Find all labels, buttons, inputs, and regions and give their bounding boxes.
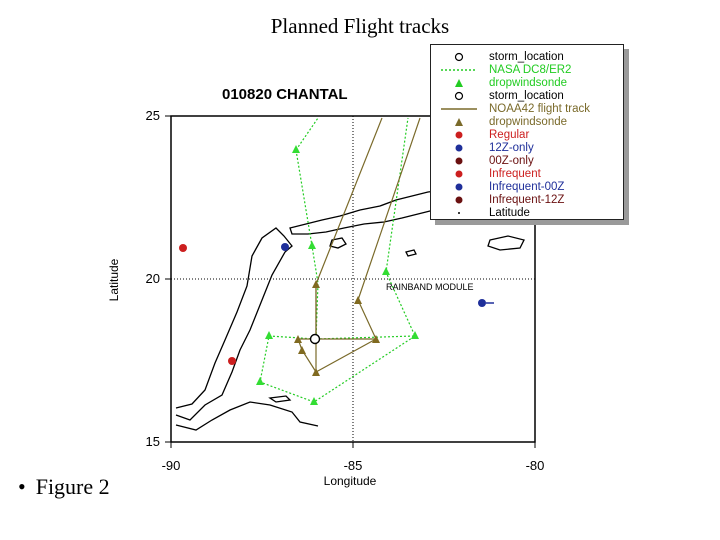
filled-circle-icon [455, 144, 463, 152]
legend-row: 00Z-only [431, 155, 623, 167]
legend-row: Regular [431, 129, 623, 141]
map-legend: storm_location NASA DC8/ER2 dropwindsond… [430, 44, 624, 220]
y-tick-label: 15 [145, 434, 160, 449]
open-circle-icon [454, 52, 464, 62]
legend-row: Infrequent-12Z [431, 194, 623, 206]
yucatan-coastline [175, 227, 293, 421]
legend-label: NOAA42 flight track [489, 103, 590, 115]
nasa-drop-triangle [308, 241, 316, 249]
station-12z-only [281, 243, 289, 251]
axis-ticks [165, 115, 536, 448]
x-axis-label: Longitude [323, 474, 377, 488]
x-tick-label: -80 [525, 458, 545, 473]
legend-row: Latitude [431, 207, 623, 219]
nasa-drop-triangle [292, 145, 300, 153]
filled-circle-icon [455, 157, 463, 165]
bay-islands-coastline [268, 395, 292, 403]
legend-label: 00Z-only [489, 155, 534, 167]
legend-row: NOAA42 flight track [431, 103, 623, 115]
y-tick-label: 25 [145, 108, 160, 123]
legend-row: dropwindsonde [431, 77, 623, 89]
legend-row: storm_location [431, 51, 623, 63]
filled-circle-icon [455, 183, 463, 191]
filled-circle-icon [455, 131, 463, 139]
triangle-icon [455, 118, 463, 126]
central-america-coastline [175, 401, 319, 431]
storm-location-marker [309, 333, 321, 345]
station-regular [179, 244, 187, 252]
filled-circle-icon [455, 170, 463, 178]
legend-row: Infrequent [431, 168, 623, 180]
stations [179, 243, 494, 365]
legend-label: dropwindsonde [489, 116, 568, 128]
nasa-drop-triangle [265, 331, 273, 339]
legend-label: Regular [489, 129, 530, 141]
y-axis-label: Latitude [107, 258, 121, 302]
rainband-module-label: RAINBAND MODULE [386, 282, 474, 292]
x-tick-label: -90 [161, 458, 181, 473]
noaa-drop-triangle [312, 280, 320, 288]
dot-icon [458, 212, 460, 214]
triangle-icon [455, 79, 463, 87]
slide-title: Planned Flight tracks [270, 14, 450, 38]
filled-circle-icon [455, 196, 463, 204]
bullet-point: • [18, 474, 26, 499]
isle-coastline [329, 237, 347, 249]
dotted-line-icon [441, 69, 477, 71]
legend-label: Latitude [489, 207, 530, 219]
station-regular [228, 357, 236, 365]
legend-row: dropwindsonde [431, 116, 623, 128]
nasa-drop-triangle [411, 331, 419, 339]
station-12z-only [478, 299, 486, 307]
reference-grid [171, 116, 535, 442]
noaa-drop-triangle [312, 368, 320, 376]
noaa-drop-triangle [354, 296, 362, 304]
legend-label: 12Z-only [489, 142, 534, 154]
nasa-dropwindsondes [256, 145, 419, 405]
nasa-drop-triangle [256, 377, 264, 385]
figure-caption: • Figure 2 [18, 474, 110, 500]
legend-label: NASA DC8/ER2 [489, 64, 572, 76]
noaa-dropwindsondes [294, 280, 380, 376]
map-title: 010820 CHANTAL [222, 86, 348, 103]
noaa-flight-track [297, 117, 421, 374]
legend-row: storm_location [431, 90, 623, 102]
legend-label: Infrequent [489, 168, 541, 180]
legend-label: dropwindsonde [489, 77, 568, 89]
nasa-flight-track [259, 117, 416, 403]
open-circle-icon [454, 91, 464, 101]
nasa-drop-triangle [310, 397, 318, 405]
legend-label: Infrequent-12Z [489, 194, 565, 206]
noaa-drop-triangle [372, 335, 380, 343]
coastlines [175, 185, 525, 431]
noaa-drop-triangle [298, 346, 306, 354]
nasa-drop-triangle [382, 267, 390, 275]
y-tick-label: 20 [145, 271, 160, 286]
legend-row: NASA DC8/ER2 [431, 64, 623, 76]
jamaica-coastline [487, 235, 525, 251]
legend-label: Infrequent-00Z [489, 181, 565, 193]
solid-line-icon [441, 108, 477, 110]
x-tick-label: -85 [343, 458, 363, 473]
legend-label: storm_location [489, 51, 564, 63]
legend-row: 12Z-only [431, 142, 623, 154]
legend-label: storm_location [489, 90, 564, 102]
noaa-drop-triangle [294, 335, 302, 343]
legend-row: Infrequent-00Z [431, 181, 623, 193]
cayman-coastline [405, 249, 417, 257]
figure-caption-text: Figure 2 [35, 474, 110, 499]
